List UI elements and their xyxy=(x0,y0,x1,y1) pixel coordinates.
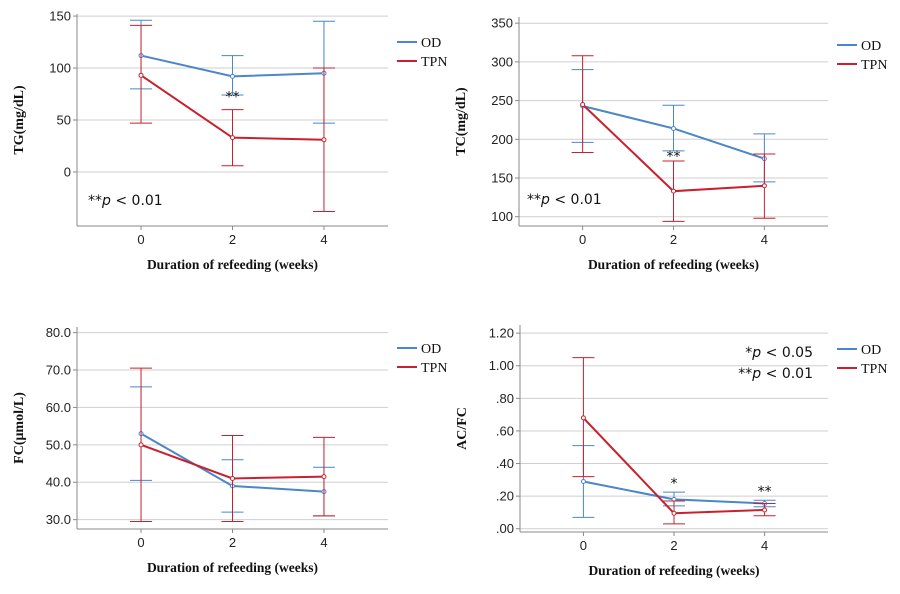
y-tick-label-4: .80 xyxy=(496,391,514,406)
p-value-symbol: p xyxy=(540,192,550,208)
p-value-operator: < xyxy=(761,366,782,382)
significance-marker-0: ** xyxy=(226,89,240,105)
y-tick-label-6: 1.20 xyxy=(489,326,514,341)
y-tick-label-5: 1.00 xyxy=(489,358,514,373)
x-axis-title: Duration of refeeding (weeks) xyxy=(147,257,318,272)
x-tick-label-0: 0 xyxy=(137,232,144,247)
p-value-symbol: p xyxy=(751,366,761,382)
tpn-point-0 xyxy=(580,101,586,107)
tpn-point-2 xyxy=(321,137,327,143)
y-tick-label-0: 100 xyxy=(491,209,513,224)
p-value-symbol: p xyxy=(751,345,761,361)
y-tick-label-0: .00 xyxy=(496,521,514,536)
x-tick-label-2: 4 xyxy=(320,535,327,550)
p-value-threshold: 0.01 xyxy=(782,366,813,382)
tpn-point-2 xyxy=(321,474,327,480)
x-axis-title: Duration of refeeding (weeks) xyxy=(588,257,759,272)
p-value-note-0: *p < 0.05 xyxy=(745,345,813,361)
y-tick-label-4: 70.0 xyxy=(46,363,71,378)
p-value-note-1: **p < 0.01 xyxy=(738,366,813,382)
tpn-point-1 xyxy=(671,188,676,194)
legend-label-tpn: TPN xyxy=(861,362,887,377)
tpn-point-1 xyxy=(230,476,235,481)
y-axis-title: TC(mg/dL) xyxy=(454,87,469,156)
legend-label-tpn: TPN xyxy=(421,361,447,376)
y-tick-label-2: 100 xyxy=(49,61,71,76)
y-tick-label-2: .40 xyxy=(496,456,514,471)
p-value-stars: ** xyxy=(738,366,752,382)
od-point-0 xyxy=(580,478,586,484)
x-axis-title: Duration of refeeding (weeks) xyxy=(147,560,318,575)
tpn-point-2 xyxy=(761,183,767,189)
x-tick-label-0: 0 xyxy=(137,535,144,550)
y-tick-label-2: 50.0 xyxy=(46,437,71,452)
significance-marker-0: ** xyxy=(667,149,681,165)
y-axis-title: AC/FC xyxy=(455,407,470,450)
x-tick-label-2: 4 xyxy=(761,538,768,553)
y-tick-label-0: 0 xyxy=(64,164,71,179)
x-tick-label-2: 4 xyxy=(320,232,327,247)
legend-label-od: OD xyxy=(421,36,441,51)
tpn-point-0 xyxy=(138,72,144,78)
y-tick-label-2: 200 xyxy=(491,132,513,147)
y-tick-label-5: 80.0 xyxy=(46,325,71,340)
p-value-operator: < xyxy=(761,345,782,361)
y-tick-label-4: 300 xyxy=(491,54,513,69)
y-axis-title: FC(μmol/L) xyxy=(12,392,27,464)
legend-label-od: OD xyxy=(861,343,881,358)
p-value-stars: ** xyxy=(527,192,541,208)
x-tick-label-1: 2 xyxy=(670,538,677,553)
x-axis-title: Duration of refeeding (weeks) xyxy=(588,563,759,578)
od-point-1 xyxy=(230,73,235,79)
y-tick-label-5: 350 xyxy=(491,16,513,31)
x-tick-label-0: 0 xyxy=(579,232,586,247)
y-tick-label-3: .60 xyxy=(496,423,514,438)
y-axis-title: TG(mg/dL) xyxy=(12,85,27,155)
y-tick-label-3: 150 xyxy=(49,9,71,24)
p-value-stars: * xyxy=(745,345,752,361)
p-value-stars: ** xyxy=(88,193,102,209)
significance-marker-1: ** xyxy=(758,484,772,500)
p-value-symbol: p xyxy=(101,193,111,209)
y-tick-label-1: 50 xyxy=(57,113,71,128)
y-tick-label-3: 60.0 xyxy=(46,400,71,415)
x-tick-label-2: 4 xyxy=(761,232,768,247)
tpn-point-0 xyxy=(138,442,144,448)
p-value-threshold: 0.01 xyxy=(132,193,163,209)
legend-label-tpn: TPN xyxy=(861,58,887,73)
p-value-threshold: 0.05 xyxy=(782,345,813,361)
tpn-point-1 xyxy=(230,135,235,141)
p-value-operator: < xyxy=(111,193,132,209)
significance-marker-0: * xyxy=(671,476,678,492)
x-tick-label-1: 2 xyxy=(229,232,236,247)
p-value-note-0: **p < 0.01 xyxy=(527,192,602,208)
p-value-threshold: 0.01 xyxy=(571,192,602,208)
tpn-point-1 xyxy=(671,510,677,516)
legend-label-tpn: TPN xyxy=(421,55,447,70)
od-point-1 xyxy=(671,125,676,131)
y-tick-label-3: 250 xyxy=(491,93,513,108)
y-tick-label-1: 150 xyxy=(491,171,513,186)
legend-label-od: OD xyxy=(421,342,441,357)
p-value-operator: < xyxy=(550,192,571,208)
x-tick-label-1: 2 xyxy=(670,232,677,247)
legend-label-od: OD xyxy=(861,39,881,54)
tpn-point-0 xyxy=(580,415,586,421)
p-value-note-0: **p < 0.01 xyxy=(88,193,163,209)
y-tick-label-1: .20 xyxy=(496,489,514,504)
x-tick-label-1: 2 xyxy=(229,535,236,550)
y-tick-label-1: 40.0 xyxy=(46,475,71,490)
y-tick-label-0: 30.0 xyxy=(46,512,71,527)
tpn-point-2 xyxy=(762,507,768,513)
x-tick-label-0: 0 xyxy=(580,538,587,553)
